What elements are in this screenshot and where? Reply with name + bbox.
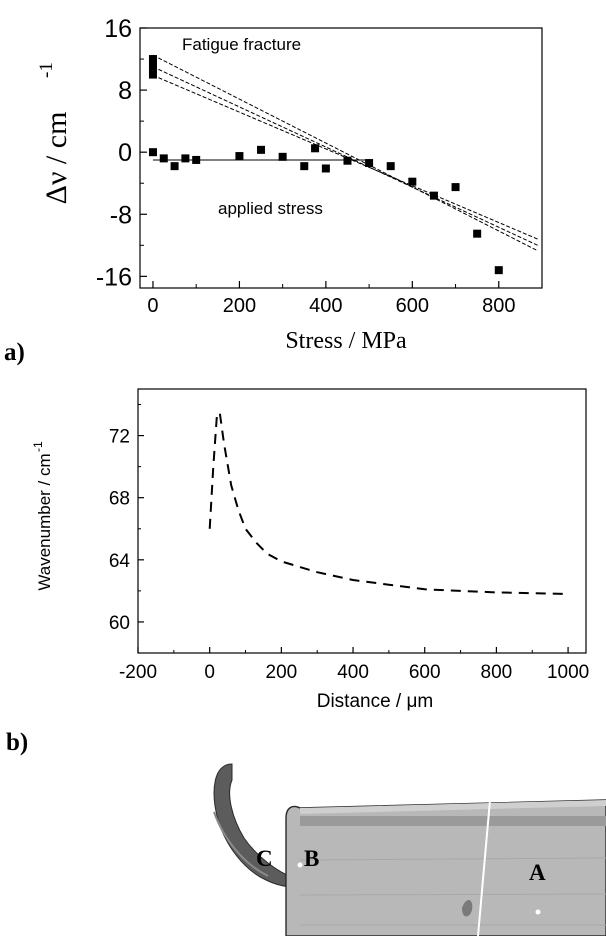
annotation-fatigue-fracture: Fatigue fracture (182, 35, 301, 54)
fit-line (152, 74, 538, 240)
y-axis-label: Δν / cm -1 (36, 62, 73, 204)
data-point (321, 164, 330, 173)
y-tick-label: 64 (109, 551, 131, 572)
series-lines (208, 409, 569, 595)
fibre-hook-highlight (213, 811, 269, 877)
panel-label-b: b) (6, 729, 28, 756)
label-a: A (529, 860, 546, 885)
fibre-shadow-band (300, 816, 606, 826)
data-point (170, 162, 179, 171)
y-axis-label-sup: -1 (31, 441, 45, 452)
x-axis-label: Distance / μm (317, 691, 434, 712)
x-tick-label: -200 (119, 662, 157, 683)
label-c: C (256, 846, 273, 871)
plot-frame (139, 27, 543, 289)
series-line (208, 409, 569, 595)
data-point (343, 156, 352, 165)
data-point (159, 154, 168, 163)
point-a-marker (535, 909, 541, 915)
data-point (148, 62, 157, 71)
data-point (148, 70, 157, 79)
y-axis-label: Wavenumber / cm -1 (31, 441, 54, 591)
x-axis-label: Stress / MPa (285, 328, 407, 354)
data-point (148, 148, 157, 157)
x-tick-label: 400 (337, 662, 369, 683)
wavenumber-chart: -200 0 200 400 600 800 1000 72 68 64 60 Distance /… (6, 388, 589, 756)
data-point (235, 152, 244, 161)
point-b-marker (297, 862, 303, 868)
y-tick-label: 68 (109, 489, 130, 510)
x-tick-label: 0 (204, 662, 215, 683)
x-tick-label: 600 (409, 662, 441, 683)
data-point (148, 55, 157, 64)
data-point (311, 144, 320, 153)
data-point (365, 159, 374, 168)
data-point (408, 177, 417, 186)
annotation-applied-stress: applied stress (218, 199, 323, 218)
y-tick-label: 8 (118, 77, 132, 105)
x-tick-label: 200 (223, 295, 256, 317)
point-c-marker (255, 880, 261, 886)
fit-line (152, 66, 538, 246)
x-tick-label: 200 (266, 662, 298, 683)
axis-ticks: -200 0 200 400 600 800 1000 72 68 64 60 (109, 404, 589, 683)
fit-lines (152, 54, 538, 252)
data-point (451, 183, 460, 192)
data-points (148, 55, 503, 275)
fit-line (152, 54, 538, 252)
x-tick-label: 400 (309, 295, 342, 317)
x-tick-label: 0 (147, 295, 158, 317)
data-point (429, 191, 438, 200)
y-tick-label: 72 (109, 427, 130, 448)
y-axis-label-text: Wavenumber / cm (35, 453, 54, 590)
fibre-texture (299, 857, 606, 861)
data-point (386, 162, 395, 171)
y-tick-label: 0 (118, 139, 132, 167)
fibre-texture (299, 893, 606, 896)
data-point (473, 229, 482, 238)
data-point (192, 155, 201, 164)
x-tick-label: 800 (482, 295, 515, 317)
fibre-micrograph: C B A (213, 763, 606, 936)
y-tick-label: -16 (96, 263, 132, 291)
y-tick-label: 60 (109, 613, 130, 634)
x-tick-label: 600 (396, 295, 429, 317)
data-point (181, 154, 190, 163)
plot-frame (137, 388, 587, 654)
x-tick-label: 1000 (547, 662, 589, 683)
data-point (494, 266, 503, 275)
y-tick-label: -8 (110, 201, 132, 229)
label-b: B (304, 846, 319, 871)
axis-ticks: 0 200 400 600 800 16 8 0 -8 -16 (96, 15, 516, 317)
scratch-mark (477, 799, 491, 936)
y-tick-label: 16 (104, 15, 132, 43)
data-point (257, 145, 266, 154)
panel-label-a: a) (4, 339, 25, 366)
x-tick-label: 800 (481, 662, 513, 683)
data-point (300, 162, 309, 171)
data-point (278, 152, 287, 161)
fibre-top-highlight (300, 800, 606, 814)
y-axis-label-sup: -1 (36, 62, 57, 78)
fibre-defect (462, 899, 473, 917)
y-axis-label-text: Δν / cm (40, 112, 73, 205)
